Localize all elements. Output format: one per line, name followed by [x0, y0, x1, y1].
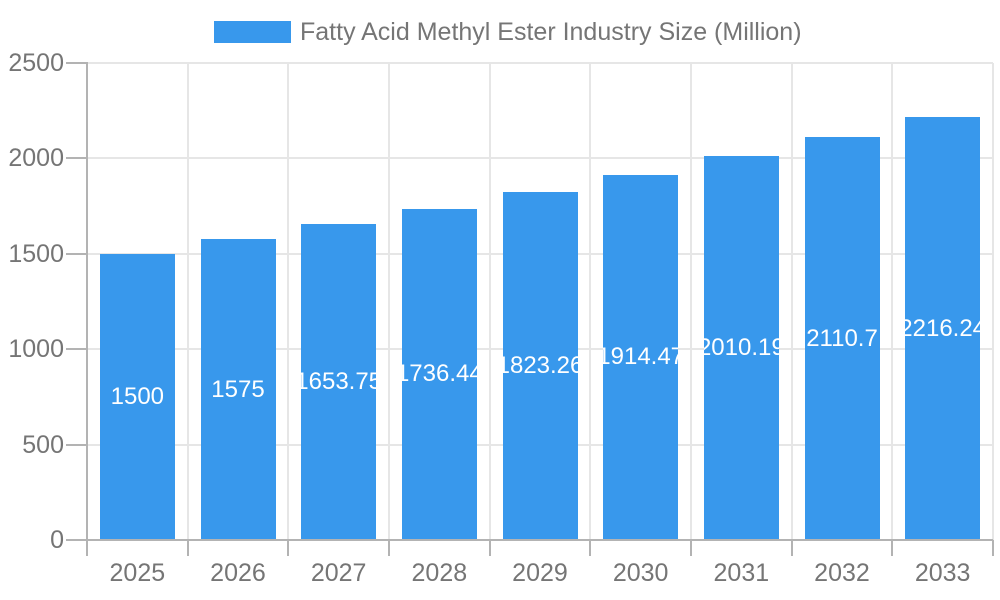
x-gridline — [790, 63, 793, 540]
y-axis-tick-label: 2000 — [8, 144, 64, 173]
y-gridline — [87, 157, 993, 160]
bar-value-label: 2216.24 — [905, 314, 981, 342]
x-tick — [287, 540, 290, 556]
x-tick — [86, 540, 88, 556]
x-axis-tick-label: 2026 — [210, 559, 266, 587]
bar-value-label: 1823.26 — [502, 352, 578, 380]
y-axis-tick-label: 500 — [22, 430, 64, 459]
bar-value-label: 1653.75 — [301, 368, 377, 396]
y-axis-tick-label: 1500 — [8, 239, 64, 268]
x-gridline — [992, 63, 994, 540]
bar-value-label: 1500 — [110, 382, 165, 410]
x-gridline — [388, 63, 390, 540]
x-axis-tick-label: 2032 — [814, 559, 870, 587]
x-tick — [690, 540, 692, 556]
x-tick — [790, 540, 793, 556]
y-axis-tick-label: 2500 — [8, 49, 64, 77]
x-gridline — [589, 63, 592, 540]
x-tick — [388, 540, 390, 556]
bar-2029[interactable]: 1823.26 — [502, 192, 578, 540]
bar-value-label: 1575 — [211, 375, 265, 403]
legend-label[interactable]: Fatty Acid Methyl Ester Industry Size (M… — [300, 18, 802, 46]
x-gridline — [186, 63, 189, 540]
y-tick — [66, 157, 88, 160]
bar-2026[interactable]: 1575 — [200, 239, 276, 540]
bar-value-label: 1736.44 — [401, 360, 477, 388]
y-tick — [66, 443, 88, 446]
legend-swatch[interactable] — [214, 21, 291, 43]
x-gridline — [488, 63, 491, 540]
y-axis-tick-label: 1000 — [8, 335, 64, 364]
bar-2028[interactable]: 1736.44 — [401, 208, 477, 540]
x-gridline — [287, 63, 290, 540]
y-tick — [66, 252, 88, 255]
bar-2027[interactable]: 1653.75 — [301, 224, 377, 540]
x-axis-tick-label: 2031 — [713, 559, 770, 587]
x-tick — [186, 540, 189, 556]
bar-2031[interactable]: 2010.19 — [703, 156, 779, 540]
x-axis-tick-label: 2029 — [512, 559, 568, 587]
x-axis-tick-label: 2027 — [310, 559, 367, 587]
x-axis-tick-label: 2033 — [914, 559, 971, 587]
bar-value-label: 1914.47 — [603, 343, 679, 371]
y-axis-line — [86, 63, 88, 556]
bar-2033[interactable]: 2216.24 — [905, 117, 981, 540]
bar-value-label: 2010.19 — [703, 334, 779, 362]
bar-2032[interactable]: 2110.7 — [804, 137, 880, 540]
x-tick — [488, 540, 491, 556]
y-gridline — [87, 62, 993, 64]
x-axis-line — [87, 539, 993, 541]
y-tick — [66, 539, 88, 541]
y-axis-tick-label: 0 — [50, 526, 64, 554]
x-axis-tick-label: 2028 — [411, 559, 468, 587]
bar-2030[interactable]: 1914.47 — [603, 174, 679, 540]
x-axis-tick-label: 2025 — [109, 559, 166, 587]
x-tick — [891, 540, 894, 556]
x-tick — [992, 540, 994, 556]
bar-value-label: 2110.7 — [806, 324, 878, 352]
x-gridline — [690, 63, 692, 540]
bar-2025[interactable]: 1500 — [99, 253, 175, 540]
y-tick — [66, 348, 88, 351]
x-axis-tick-label: 2030 — [612, 559, 669, 587]
y-tick — [66, 62, 88, 64]
x-tick — [589, 540, 592, 556]
x-gridline — [891, 63, 894, 540]
